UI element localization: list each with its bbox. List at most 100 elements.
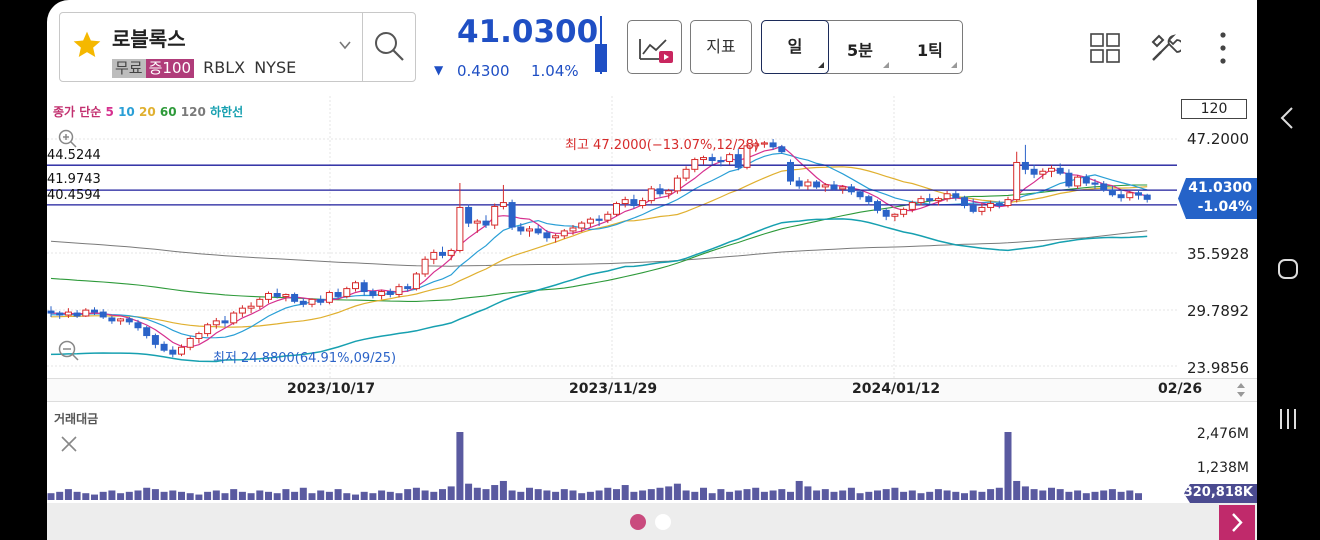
candle-body bbox=[473, 220, 481, 224]
candle-body bbox=[847, 186, 855, 193]
chart-video-icon bbox=[639, 39, 673, 63]
hline-label: 41.9743 bbox=[47, 172, 101, 187]
favorite-star-icon[interactable] bbox=[71, 29, 103, 65]
candle-body bbox=[882, 209, 890, 217]
candle-body bbox=[752, 143, 760, 147]
candle-body bbox=[969, 204, 977, 212]
volume-bar bbox=[143, 487, 151, 500]
legend-prefix: 종가 단순 bbox=[53, 105, 102, 119]
volume-current-tag: 320,818K bbox=[1184, 484, 1257, 503]
candle-body bbox=[874, 201, 881, 211]
candle-body bbox=[595, 218, 603, 221]
candle-body bbox=[639, 200, 647, 206]
candle-body bbox=[291, 293, 299, 302]
candle-body bbox=[1082, 176, 1090, 184]
volume-bar bbox=[1082, 493, 1090, 500]
volume-bar bbox=[934, 489, 942, 500]
zoom-out-icon[interactable] bbox=[58, 340, 80, 366]
volume-bar bbox=[821, 489, 829, 500]
candle-body bbox=[369, 291, 377, 296]
more-menu-icon[interactable] bbox=[1219, 31, 1227, 69]
legend-ma20: 20 bbox=[138, 105, 156, 119]
next-page-button[interactable] bbox=[1219, 505, 1255, 540]
volume-bar bbox=[317, 490, 325, 500]
candle-body bbox=[386, 291, 394, 295]
candle-body bbox=[204, 324, 212, 335]
period-day-button[interactable]: 일 bbox=[761, 20, 829, 74]
zoom-in-icon[interactable] bbox=[58, 129, 78, 153]
chart-type-button[interactable] bbox=[627, 20, 682, 74]
volume-bar bbox=[743, 489, 751, 500]
volume-bar bbox=[717, 489, 725, 500]
period-1tick-button[interactable]: 1틱 bbox=[917, 41, 943, 60]
search-icon[interactable] bbox=[372, 29, 406, 67]
candle-body bbox=[987, 203, 995, 208]
legend-ma120: 120 bbox=[180, 105, 206, 119]
candle-body bbox=[1126, 192, 1134, 199]
volume-bar bbox=[552, 491, 560, 500]
volume-bar bbox=[491, 485, 499, 500]
volume-bar bbox=[882, 489, 890, 500]
volume-bar bbox=[204, 491, 212, 500]
candle-body bbox=[517, 226, 525, 232]
volume-bar bbox=[99, 491, 107, 500]
volume-bar bbox=[291, 491, 299, 500]
ma120-line bbox=[50, 230, 1148, 267]
volume-bar bbox=[256, 490, 264, 500]
page-dot[interactable] bbox=[655, 514, 671, 530]
candle-body bbox=[934, 198, 942, 202]
candle-body bbox=[378, 291, 386, 296]
candle-body bbox=[1013, 161, 1021, 201]
candle-body bbox=[1135, 192, 1142, 196]
volume-bar bbox=[569, 490, 577, 500]
close-icon[interactable] bbox=[59, 434, 79, 458]
candle-body bbox=[508, 202, 516, 228]
period-5min-button[interactable]: 5분 bbox=[847, 41, 873, 60]
candle-body bbox=[1065, 172, 1073, 187]
volume-bar bbox=[900, 491, 908, 500]
volume-bar bbox=[117, 493, 125, 500]
back-icon[interactable] bbox=[1279, 106, 1295, 134]
candle-body bbox=[865, 196, 873, 203]
volume-bar bbox=[734, 490, 742, 500]
volume-bar bbox=[656, 487, 664, 500]
volume-bar bbox=[482, 489, 490, 500]
chevron-down-icon[interactable] bbox=[338, 37, 352, 56]
corner-mark-icon bbox=[951, 62, 957, 68]
volume-bar bbox=[238, 491, 246, 500]
volume-bar bbox=[665, 486, 673, 500]
candle-body bbox=[813, 181, 821, 188]
candle-body bbox=[700, 157, 707, 161]
candle-body bbox=[299, 300, 307, 305]
current-price-tag: 41.0300 -1.04% bbox=[1178, 178, 1257, 219]
candle-body bbox=[1108, 189, 1116, 196]
candle-body bbox=[839, 186, 847, 190]
candle-count-box[interactable]: 120 bbox=[1181, 99, 1247, 119]
volume-bar bbox=[273, 493, 281, 500]
indicator-button[interactable]: 지표 bbox=[690, 20, 752, 74]
volume-bar bbox=[891, 487, 899, 500]
candle-body bbox=[1048, 167, 1055, 172]
corner-mark-icon bbox=[883, 62, 889, 68]
x-axis-scroll-icon[interactable] bbox=[1235, 381, 1247, 403]
current-price-tag-pct: -1.04% bbox=[1197, 199, 1252, 215]
page-dot-active[interactable] bbox=[630, 514, 646, 530]
price-chart[interactable] bbox=[47, 0, 1257, 510]
volume-bar bbox=[787, 491, 794, 500]
layout-grid-icon[interactable] bbox=[1090, 33, 1120, 67]
candle-body bbox=[360, 282, 368, 293]
candle-body bbox=[682, 168, 690, 179]
recent-apps-icon[interactable] bbox=[1278, 408, 1298, 434]
candle-body bbox=[430, 251, 438, 260]
candle-body bbox=[151, 335, 159, 345]
ma-legend[interactable]: 종가 단순 5 10 20 60 120 하한선 bbox=[53, 103, 243, 120]
volume-bar bbox=[299, 487, 307, 500]
candle-body bbox=[552, 235, 560, 239]
volume-bar bbox=[813, 490, 821, 500]
home-icon[interactable] bbox=[1277, 258, 1299, 284]
volume-bar bbox=[1030, 489, 1038, 500]
volume-bar bbox=[1100, 490, 1108, 500]
stock-selector[interactable]: 로블록스 무료 증100 RBLX NYSE bbox=[59, 12, 416, 82]
candle-body bbox=[708, 157, 716, 162]
candle-body bbox=[47, 310, 55, 314]
